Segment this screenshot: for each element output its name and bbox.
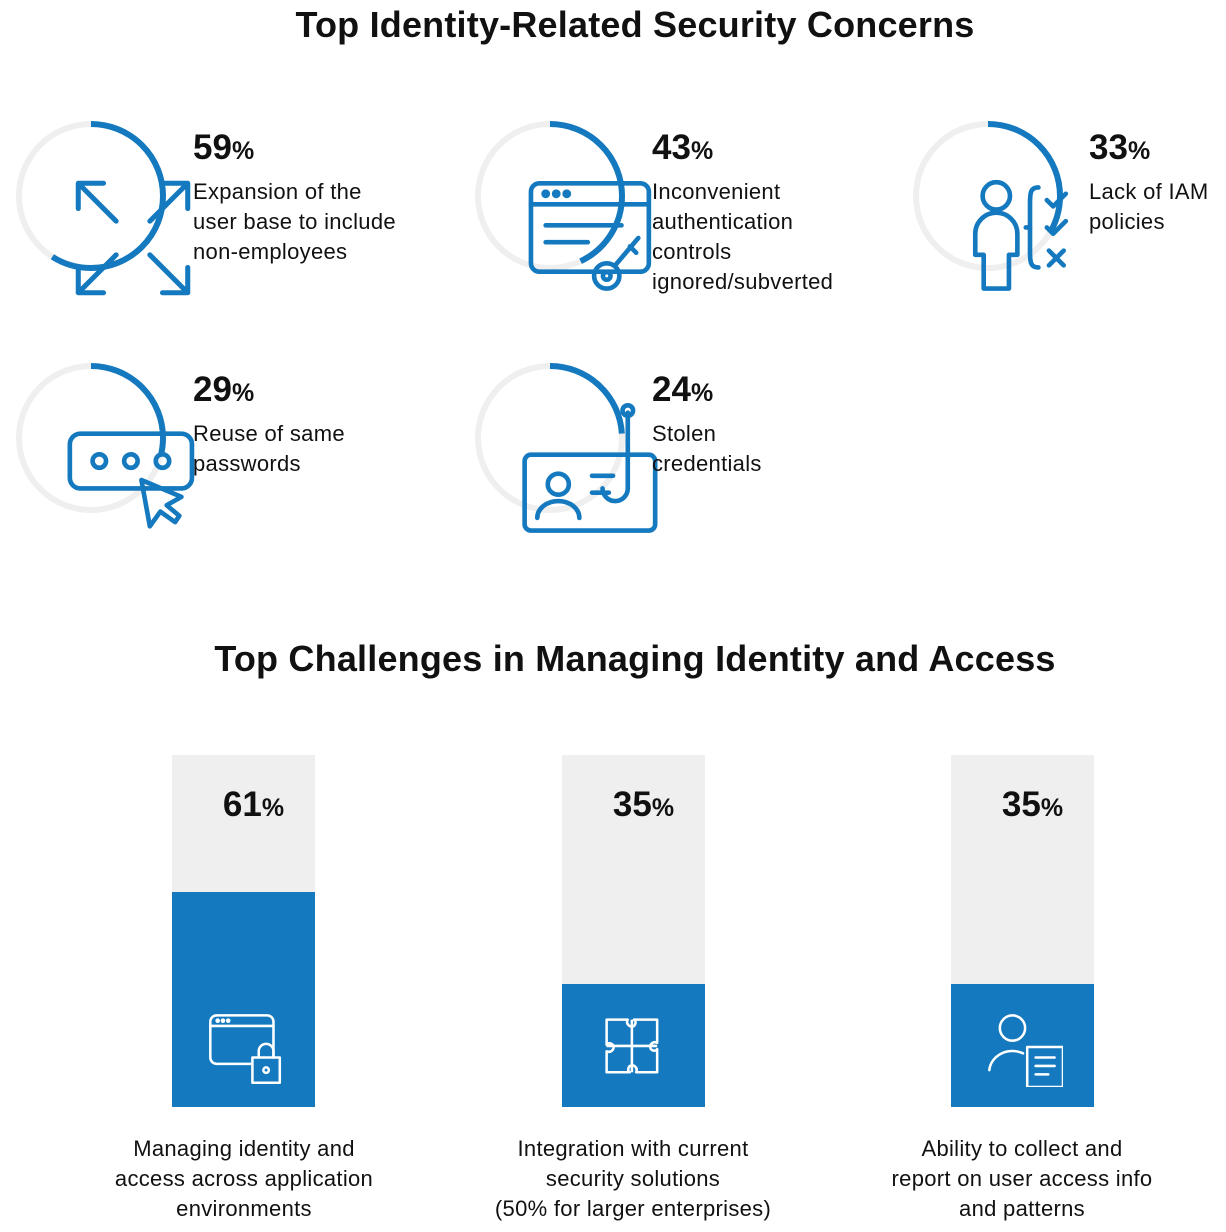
concern-stat: 24% Stolen credentials	[652, 370, 762, 479]
concern-label-line: passwords	[193, 451, 301, 476]
challenge-percent: 35%	[562, 785, 705, 828]
ring-svg	[16, 363, 166, 513]
concern-label-line: credentials	[652, 451, 762, 476]
ring-icon	[53, 158, 191, 296]
concern-label-line: controls	[652, 239, 732, 264]
challenge-percent: 61%	[172, 785, 315, 828]
challenge-label-line: (50% for larger enterprises)	[494, 1196, 772, 1221]
concern-ring	[11, 358, 195, 529]
percent-sign: %	[690, 137, 714, 165]
bar-icon	[983, 1007, 1065, 1089]
challenge-label: Integration with current security solutio…	[468, 1134, 798, 1224]
concern-value-label: 24	[652, 370, 691, 409]
challenge-label-line: report on user access info	[891, 1166, 1153, 1191]
bar-icon	[594, 1007, 674, 1087]
concern-ring	[470, 116, 652, 291]
challenge-label: Ability to collect and report on user acc…	[857, 1134, 1187, 1224]
browser-key-icon	[528, 180, 652, 291]
concern-value-label: 33	[1089, 128, 1128, 167]
percent-sign: %	[1127, 137, 1151, 165]
concern-ring	[908, 116, 1069, 291]
challenge-value-label: 35	[612, 785, 652, 824]
concern-stat: 43% Inconvenient authentication controls ign…	[652, 128, 833, 297]
concern-label-line: Lack of IAM	[1089, 179, 1209, 204]
concern-stat: 33% Lack of IAM policies	[1089, 128, 1208, 237]
ring-icon	[512, 400, 658, 533]
challenge-label-line: Integration with current	[517, 1136, 749, 1161]
challenge-label-line: security solutions	[545, 1166, 721, 1191]
concern-label-line: Reuse of same	[193, 421, 345, 446]
percent-sign: %	[231, 379, 255, 407]
bar-icon	[204, 1007, 284, 1087]
ring-icon	[950, 158, 1069, 291]
concern-label-line: ignored/subverted	[652, 269, 834, 294]
concern-percent: 24%	[652, 370, 762, 413]
percent-sign: %	[261, 794, 285, 822]
challenge-label-line: Ability to collect and	[921, 1136, 1123, 1161]
ring-icon	[53, 400, 195, 529]
challenge-value-label: 61	[222, 785, 262, 824]
concern-label-line: authentication	[652, 209, 794, 234]
challenge-bar	[951, 983, 1094, 1107]
challenge-bar-track: 61%	[172, 755, 315, 1107]
phishing-id-card-icon	[522, 402, 658, 533]
concern-label-line: Expansion of the	[193, 179, 362, 204]
concern-value-label: 29	[193, 370, 232, 409]
concern-percent: 59%	[193, 128, 396, 171]
concern-percent: 33%	[1089, 128, 1208, 171]
percent-sign: %	[651, 794, 675, 822]
chart-title-challenges: Top Challenges in Managing Identity and …	[214, 638, 1056, 679]
ring-value-arc	[16, 363, 166, 513]
concern-value-label: 59	[193, 128, 232, 167]
concern-label-line: non-employees	[193, 239, 348, 264]
percent-sign: %	[1040, 794, 1064, 822]
ring-svg	[475, 121, 625, 271]
ring-value-arc	[913, 121, 1063, 271]
challenge-percent: 35%	[951, 785, 1094, 828]
challenge-label: Managing identity and access across appli…	[79, 1134, 409, 1224]
chart-title-concerns: Top Identity-Related Security Concerns	[295, 4, 975, 45]
challenge-label-line: Managing identity and	[133, 1136, 355, 1161]
puzzle-icon	[605, 1018, 659, 1074]
ring-svg	[16, 121, 166, 271]
ring-svg	[475, 363, 625, 513]
concern-ring	[11, 116, 191, 296]
concern-value-label: 43	[652, 128, 691, 167]
ring-icon	[512, 158, 652, 291]
challenge-bar	[172, 892, 315, 1107]
concern-stat: 29% Reuse of same passwords	[193, 370, 345, 479]
concern-label-line: Inconvenient	[652, 179, 781, 204]
challenge-bar-track: 35%	[562, 755, 705, 1107]
ring-svg	[913, 121, 1063, 271]
concern-stat: 59% Expansion of the user base to include n…	[193, 128, 396, 267]
password-cursor-icon	[67, 431, 195, 529]
browser-lock-icon	[209, 1014, 282, 1085]
concern-percent: 29%	[193, 370, 345, 413]
concern-label-line: policies	[1089, 209, 1165, 234]
challenge-label-line: access across application	[114, 1166, 374, 1191]
concern-label-line: Stolen	[652, 421, 717, 446]
challenge-value-label: 35	[1001, 785, 1041, 824]
concern-label-line: user base to include	[193, 209, 396, 234]
ring-value-arc	[475, 363, 625, 513]
user-report-icon	[988, 1014, 1065, 1089]
concern-percent: 43%	[652, 128, 833, 171]
ring-value-arc	[475, 121, 625, 271]
percent-sign: %	[690, 379, 714, 407]
expand-arrows-icon	[75, 180, 191, 296]
ring-value-arc	[16, 121, 166, 271]
challenge-bar-track: 35%	[951, 755, 1094, 1107]
person-checklist-icon	[972, 179, 1069, 291]
challenge-label-line: environments	[176, 1196, 312, 1221]
concern-ring	[470, 358, 658, 533]
challenge-label-line: and patterns	[959, 1196, 1085, 1221]
percent-sign: %	[231, 137, 255, 165]
